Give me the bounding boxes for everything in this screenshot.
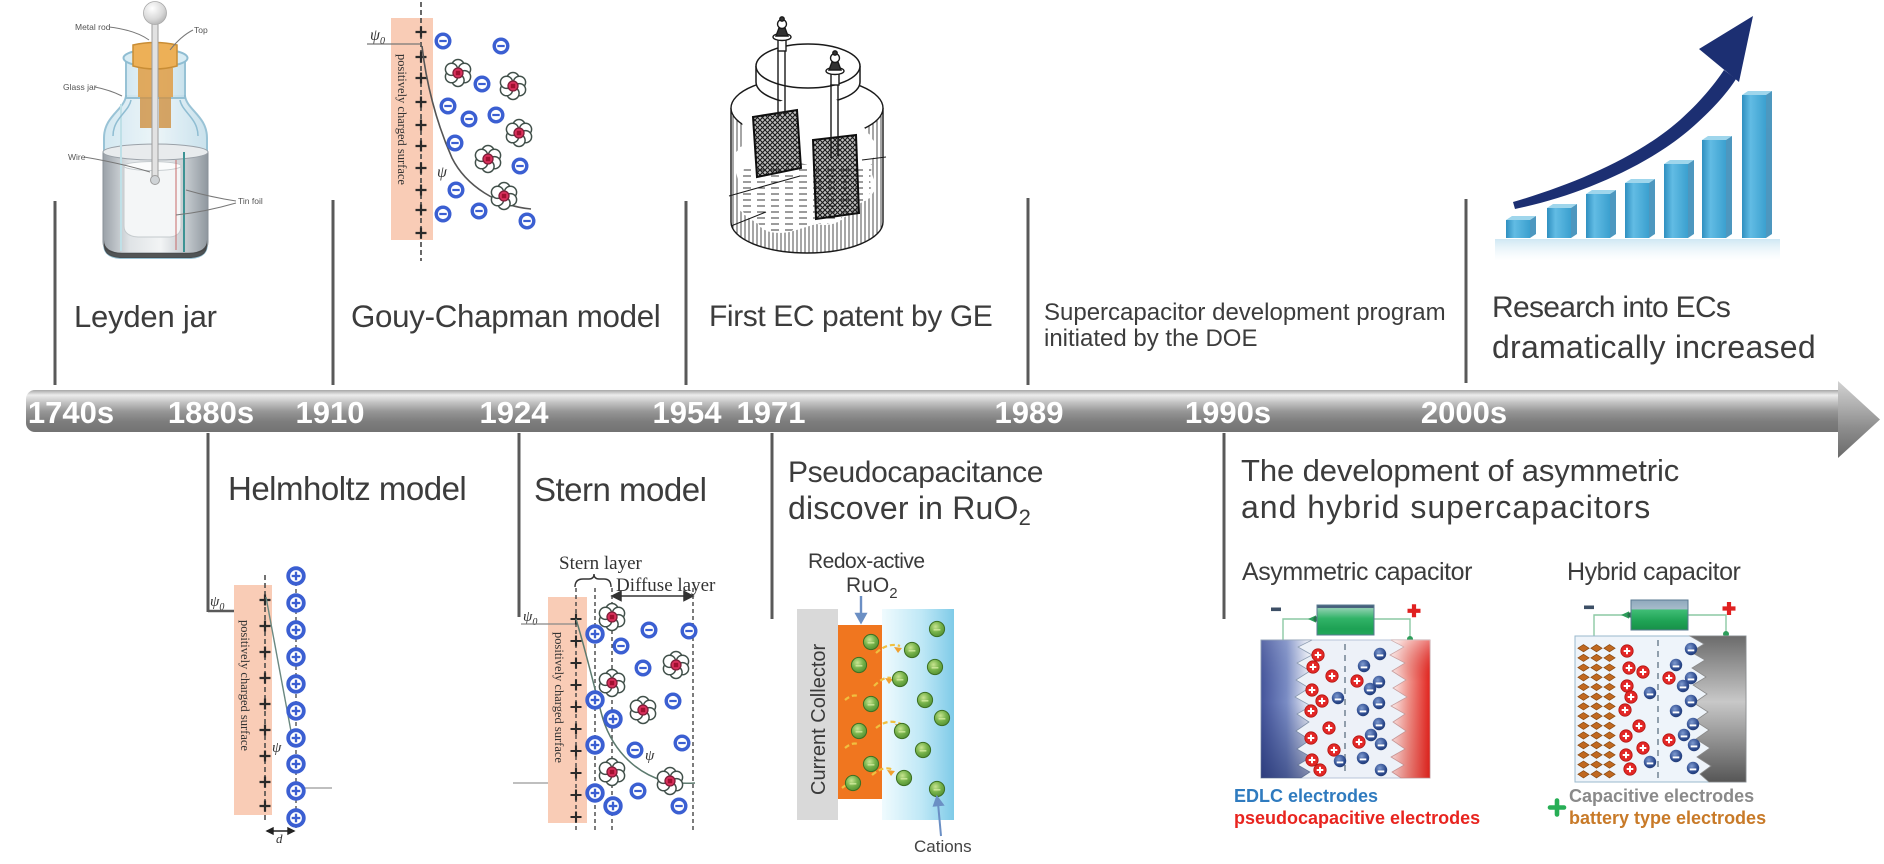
svg-text:discover in RuO2: discover in RuO2: [788, 490, 1031, 530]
svg-text:Redox-active: Redox-active: [808, 550, 925, 573]
svg-text:Current Collector: Current Collector: [808, 643, 830, 795]
svg-text:Wire: Wire: [68, 152, 86, 162]
svg-text:d: d: [276, 831, 283, 846]
svg-text:Leyden jar: Leyden jar: [74, 299, 217, 334]
svg-text:battery type electrodes: battery type electrodes: [1569, 808, 1766, 828]
svg-text:1990s: 1990s: [1185, 395, 1271, 430]
svg-text:pseudocapacitive electrodes: pseudocapacitive electrodes: [1234, 808, 1480, 828]
svg-text:positively charged surface: positively charged surface: [395, 54, 409, 185]
svg-text:Supercapacitor development pro: Supercapacitor development program: [1044, 299, 1446, 326]
svg-text:Stern model: Stern model: [534, 471, 706, 508]
svg-text:1740s: 1740s: [28, 395, 114, 430]
svg-text:2000s: 2000s: [1421, 395, 1507, 430]
svg-text:1971: 1971: [737, 395, 806, 430]
svg-text:Cations: Cations: [914, 837, 972, 856]
svg-text:1910: 1910: [296, 395, 365, 430]
svg-text:ψ0: ψ0: [523, 609, 537, 628]
svg-text:Stern layer: Stern layer: [559, 553, 643, 574]
svg-text:Glass jar: Glass jar: [63, 82, 97, 92]
svg-text:and hybrid supercapacitors: and hybrid supercapacitors: [1241, 489, 1651, 525]
svg-text:1954: 1954: [653, 395, 723, 430]
svg-text:Helmholtz model: Helmholtz model: [228, 470, 466, 507]
svg-text:First EC patent by GE: First EC patent by GE: [709, 300, 992, 333]
svg-text:Diffuse layer: Diffuse layer: [616, 575, 716, 596]
svg-text:ψ: ψ: [437, 164, 448, 181]
svg-text:Pseudocapacitance: Pseudocapacitance: [788, 456, 1043, 489]
svg-text:1924: 1924: [480, 395, 550, 430]
svg-text:Metal rod: Metal rod: [75, 22, 111, 32]
svg-text:The development of asymmetric: The development of asymmetric: [1241, 453, 1679, 488]
svg-text:Gouy-Chapman model: Gouy-Chapman model: [351, 299, 660, 334]
svg-text:Asymmetric capacitor: Asymmetric capacitor: [1242, 558, 1472, 586]
svg-text:initiated by the DOE: initiated by the DOE: [1044, 325, 1257, 352]
svg-text:Hybrid capacitor: Hybrid capacitor: [1567, 558, 1741, 586]
svg-text:dramatically increased: dramatically increased: [1492, 329, 1816, 365]
svg-text:Top: Top: [194, 25, 208, 35]
svg-text:positively charged surface: positively charged surface: [238, 620, 252, 751]
svg-text:positively charged surface: positively charged surface: [552, 632, 566, 763]
svg-text:RuO2: RuO2: [846, 574, 898, 602]
svg-text:Tin foil: Tin foil: [238, 196, 263, 206]
svg-text:Research into ECs: Research into ECs: [1492, 291, 1730, 324]
svg-text:EDLC electrodes: EDLC electrodes: [1234, 786, 1378, 806]
svg-text:ψ: ψ: [272, 740, 282, 756]
svg-text:Capacitive electrodes: Capacitive electrodes: [1569, 786, 1754, 806]
svg-text:1880s: 1880s: [168, 395, 254, 430]
svg-text:1989: 1989: [995, 395, 1064, 430]
svg-text:ψ: ψ: [645, 748, 655, 764]
